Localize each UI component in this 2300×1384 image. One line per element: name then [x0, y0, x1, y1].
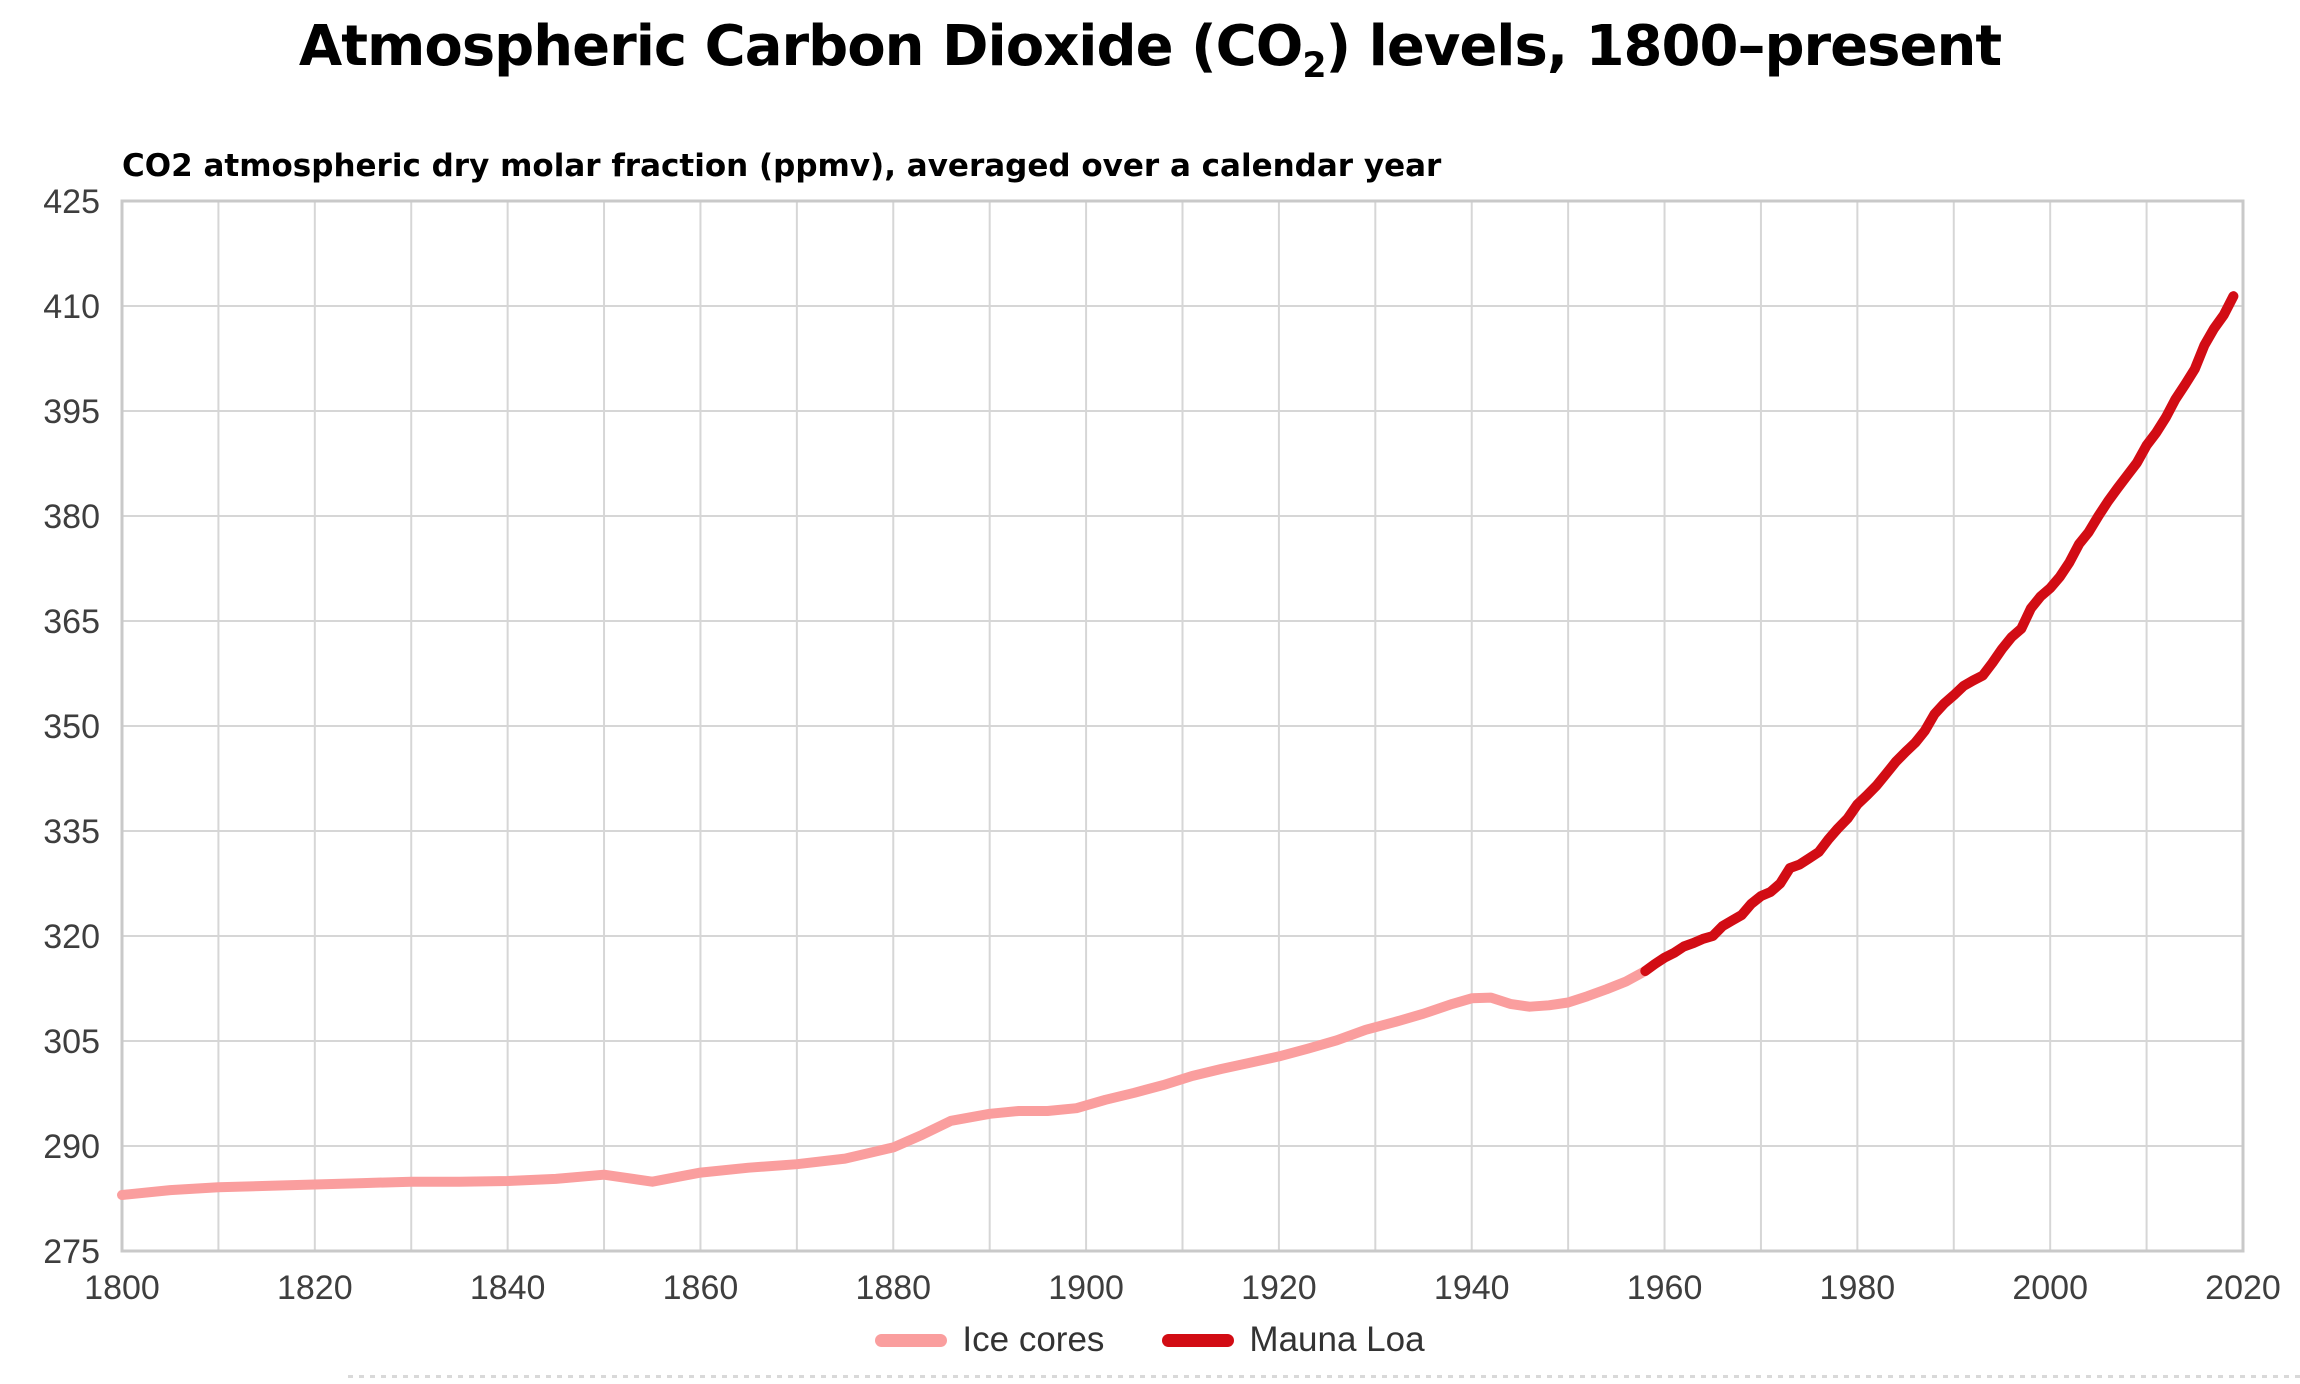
- ice-cores-swatch-icon: [875, 1333, 948, 1347]
- chart-title-subscript: 2: [1302, 46, 1326, 87]
- y-tick-label: 425: [43, 183, 100, 221]
- y-tick-label: 320: [43, 918, 100, 956]
- x-tick-label: 1860: [663, 1269, 739, 1307]
- chart-title-suffix: ) levels, 1800–present: [1325, 14, 2003, 79]
- x-tick-label: 2000: [2012, 1269, 2088, 1307]
- x-tick-label: 1940: [1434, 1269, 1510, 1307]
- chart-subtitle: CO2 atmospheric dry molar fraction (ppmv…: [122, 148, 1442, 184]
- x-tick-label: 1840: [470, 1269, 546, 1307]
- y-tick-label: 350: [43, 708, 100, 746]
- x-tick-label: 2020: [2205, 1269, 2281, 1307]
- legend-item-ice-cores[interactable]: Ice cores: [875, 1320, 1104, 1360]
- chart-legend: Ice cores Mauna Loa: [0, 1320, 2300, 1360]
- y-tick-label: 365: [43, 603, 100, 641]
- chart-title: Atmospheric Carbon Dioxide (CO2) levels,…: [0, 14, 2300, 84]
- mauna-loa-swatch-icon: [1162, 1333, 1235, 1347]
- legend-label-mauna-loa: Mauna Loa: [1249, 1320, 1425, 1359]
- bottom-divider: [348, 1375, 2300, 1378]
- x-tick-label: 1880: [855, 1269, 931, 1307]
- y-tick-label: 395: [43, 393, 100, 431]
- x-tick-label: 1900: [1048, 1269, 1124, 1307]
- series-line-mauna-loa: [1640, 291, 2239, 976]
- y-tick-label: 290: [43, 1128, 100, 1166]
- y-tick-label: 275: [43, 1233, 100, 1271]
- series-line-ice-cores: [117, 966, 1651, 1200]
- chart-title-prefix: Atmospheric Carbon Dioxide (CO: [298, 14, 1303, 79]
- legend-item-mauna-loa[interactable]: Mauna Loa: [1162, 1320, 1425, 1360]
- legend-label-ice-cores: Ice cores: [962, 1320, 1105, 1359]
- x-tick-label: 1820: [277, 1269, 353, 1307]
- y-tick-label: 305: [43, 1023, 100, 1061]
- x-tick-label: 1980: [1820, 1269, 1896, 1307]
- plot-border: [120, 199, 2245, 1253]
- y-tick-label: 410: [43, 288, 100, 326]
- x-tick-label: 1920: [1241, 1269, 1317, 1307]
- y-tick-label: 380: [43, 498, 100, 536]
- y-tick-label: 335: [43, 813, 100, 851]
- x-tick-label: 1960: [1627, 1269, 1703, 1307]
- x-tick-label: 1800: [84, 1269, 160, 1307]
